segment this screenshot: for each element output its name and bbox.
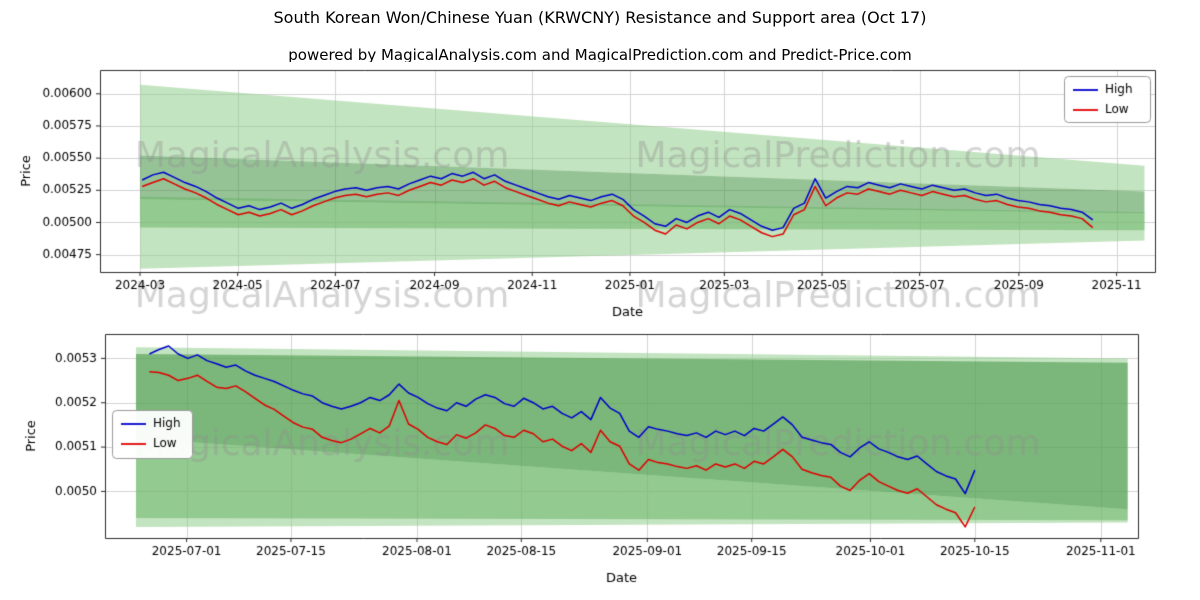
detail-price-chart-canvas (0, 322, 1200, 600)
chart-subtitle: powered by MagicalAnalysis.com and Magic… (288, 46, 912, 64)
chart-title: South Korean Won/Chinese Yuan (KRWCNY) R… (273, 8, 927, 27)
main-price-chart-canvas (0, 62, 1200, 322)
